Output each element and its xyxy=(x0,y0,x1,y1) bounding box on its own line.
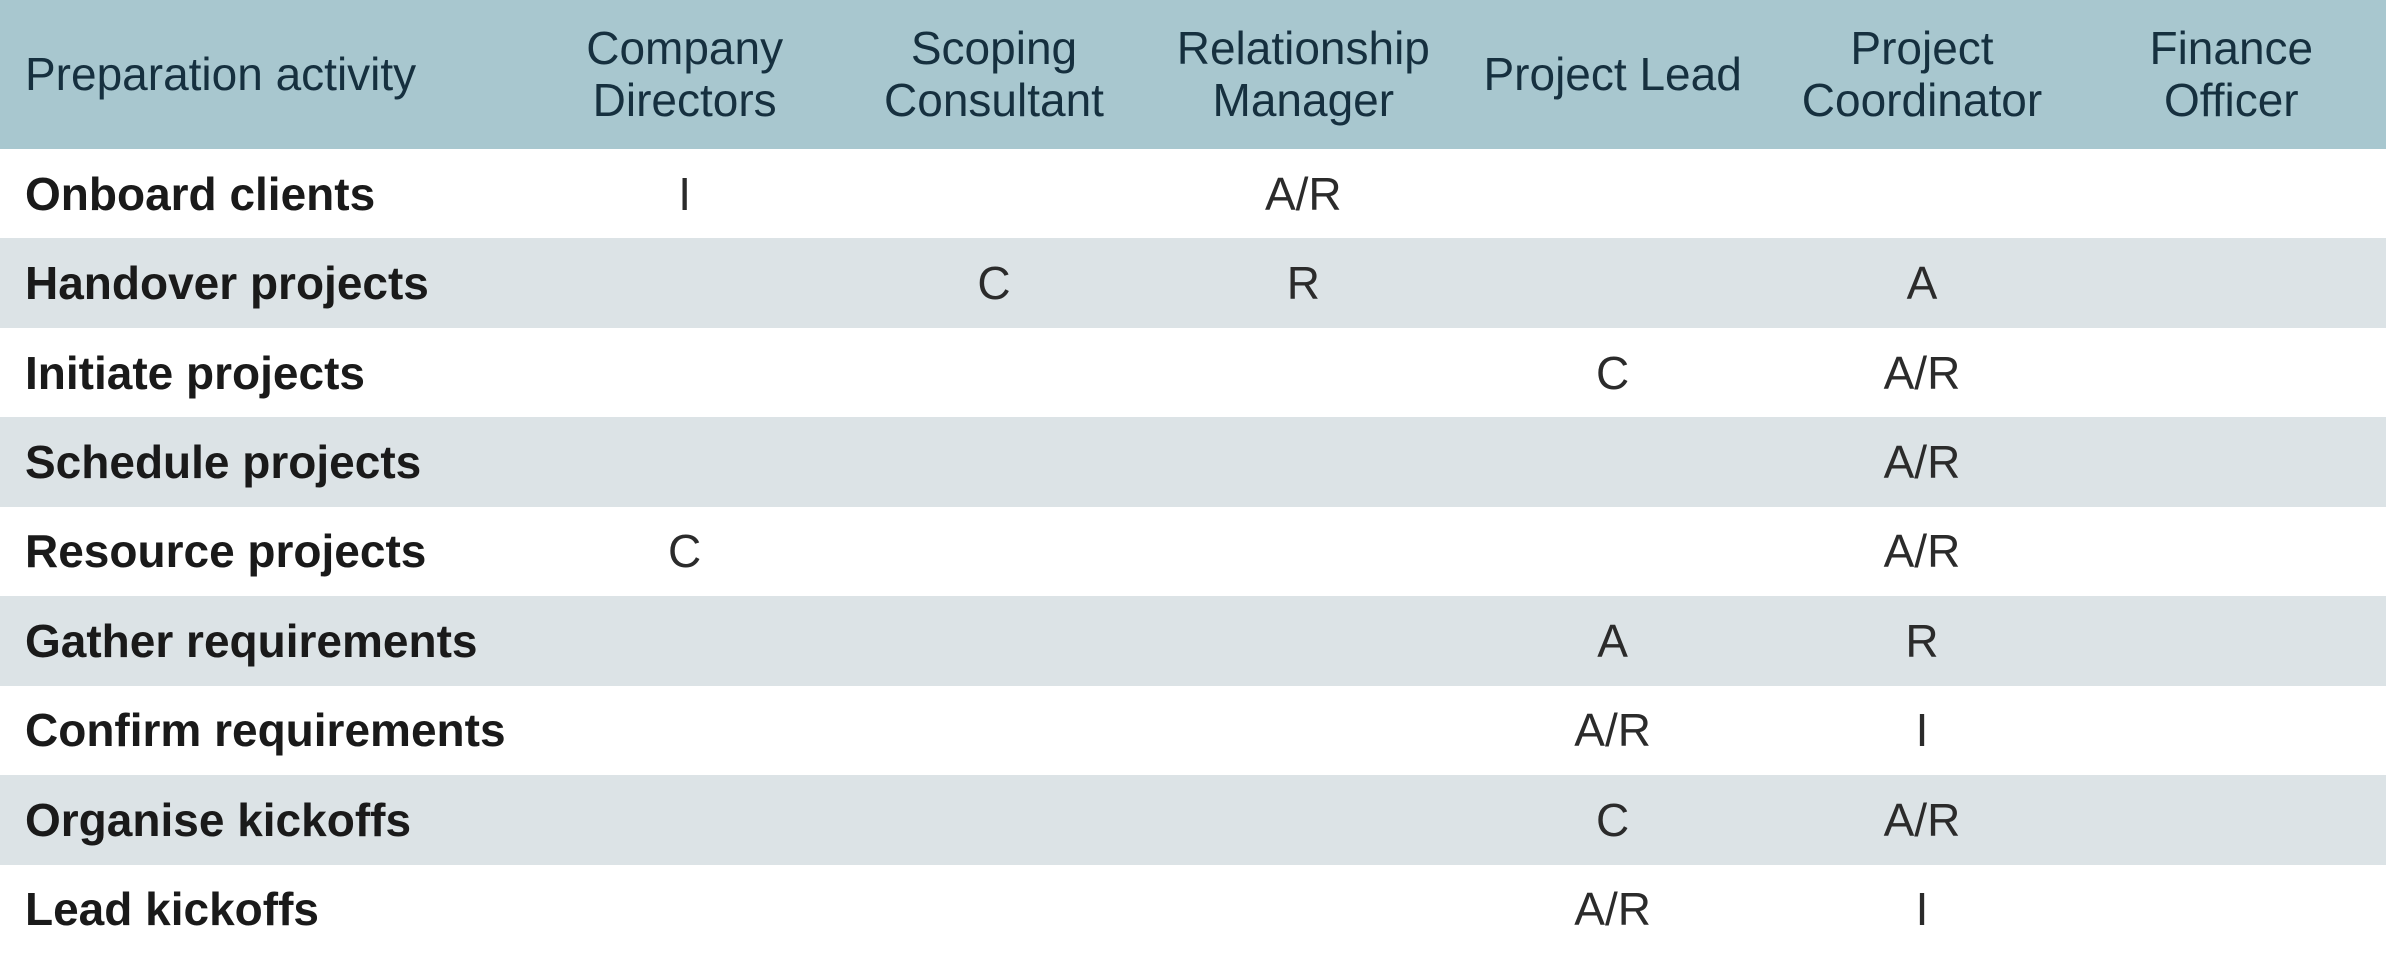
activity-label: Organise kickoffs xyxy=(25,793,412,846)
table-row-organise-kickoffs: Organise kickoffs C A/R xyxy=(0,775,2386,865)
raci-cell: A/R xyxy=(1883,793,1961,846)
column-header-project-lead: Project Lead xyxy=(1458,0,1767,149)
activity-label: Confirm requirements xyxy=(25,704,506,757)
raci-cell: A/R xyxy=(1883,346,1961,399)
column-header-relationship-manager: Relationship Manager xyxy=(1149,0,1458,149)
table-row-resource-projects: Resource projects C A/R xyxy=(0,506,2386,597)
raci-cell: A xyxy=(1597,614,1628,667)
table-row-gather-requirements: Gather requirements A R xyxy=(0,596,2386,686)
activity-label: Gather requirements xyxy=(25,614,478,667)
raci-cell xyxy=(530,865,839,954)
raci-cell xyxy=(1458,238,1767,327)
column-header-label: Relationship Manager xyxy=(1176,21,1430,126)
raci-cell xyxy=(839,328,1148,417)
raci-cell: C xyxy=(1596,793,1630,846)
raci-cell xyxy=(1149,417,1458,506)
raci-cell: I xyxy=(1915,704,1929,757)
column-header-scoping-consultant: Scoping Consultant xyxy=(839,0,1148,149)
raci-cell xyxy=(2077,328,2386,417)
raci-cell xyxy=(2077,596,2386,685)
raci-cell xyxy=(2077,865,2386,954)
raci-cell xyxy=(530,686,839,775)
raci-cell xyxy=(839,507,1148,596)
column-header-company-directors: Company Directors xyxy=(530,0,839,149)
column-header-label: Project Coordinator xyxy=(1801,21,2043,126)
table-row-onboard-clients: Onboard clients I A/R xyxy=(0,149,2386,239)
activity-label: Lead kickoffs xyxy=(25,883,319,936)
raci-cell xyxy=(1458,417,1767,506)
activity-label: Schedule projects xyxy=(25,436,422,489)
raci-cell xyxy=(839,417,1148,506)
raci-cell xyxy=(530,775,839,864)
raci-cell: A xyxy=(1906,257,1938,310)
raci-cell xyxy=(2077,149,2386,238)
raci-cell xyxy=(1767,149,2076,238)
raci-cell xyxy=(2077,775,2386,864)
raci-cell: I xyxy=(678,167,692,220)
raci-cell: C xyxy=(1596,346,1630,399)
raci-cell xyxy=(1458,149,1767,238)
raci-cell xyxy=(530,596,839,685)
column-header-finance-officer: Finance Officer xyxy=(2077,0,2386,149)
column-header-activity: Preparation activity xyxy=(0,0,530,149)
table-row-lead-kickoffs: Lead kickoffs A/R I xyxy=(0,864,2386,954)
raci-cell xyxy=(530,417,839,506)
activity-label: Resource projects xyxy=(25,525,427,578)
raci-cell xyxy=(839,596,1148,685)
raci-cell xyxy=(530,328,839,417)
raci-cell: R xyxy=(1905,614,1939,667)
table-row-initiate-projects: Initiate projects C A/R xyxy=(0,327,2386,418)
raci-cell: A/R xyxy=(1264,167,1342,220)
column-header-label: Project Lead xyxy=(1483,47,1742,100)
raci-cell: A/R xyxy=(1574,883,1651,936)
activity-label: Initiate projects xyxy=(25,346,365,399)
table-row-handover-projects: Handover projects C R A xyxy=(0,238,2386,328)
raci-cell: I xyxy=(1915,883,1929,936)
raci-cell xyxy=(1149,865,1458,954)
column-header-activity-label: Preparation activity xyxy=(25,47,417,100)
raci-cell xyxy=(839,149,1148,238)
raci-cell xyxy=(530,238,839,327)
raci-cell xyxy=(2077,686,2386,775)
raci-cell xyxy=(1458,507,1767,596)
column-header-project-coordinator: Project Coordinator xyxy=(1767,0,2076,149)
activity-label: Onboard clients xyxy=(25,167,376,220)
column-header-label: Scoping Consultant xyxy=(884,21,1104,126)
raci-cell xyxy=(2077,417,2386,506)
raci-cell xyxy=(839,865,1148,954)
raci-cell: A/R xyxy=(1574,704,1651,757)
raci-cell xyxy=(2077,507,2386,596)
raci-cell xyxy=(1149,328,1458,417)
raci-cell xyxy=(839,775,1148,864)
raci-cell xyxy=(1149,775,1458,864)
raci-cell xyxy=(1149,596,1458,685)
raci-cell xyxy=(1149,507,1458,596)
table-header-row: Preparation activity Company Directors S… xyxy=(0,0,2386,149)
raci-cell xyxy=(1149,686,1458,775)
raci-cell xyxy=(2077,238,2386,327)
column-header-label: Company Directors xyxy=(586,21,784,126)
table-body: Onboard clients I A/R Handover projects … xyxy=(0,149,2386,954)
raci-cell xyxy=(839,686,1148,775)
activity-label: Handover projects xyxy=(25,257,429,310)
raci-cell: A/R xyxy=(1883,525,1961,578)
raci-cell: R xyxy=(1286,257,1320,310)
table-row-schedule-projects: Schedule projects A/R xyxy=(0,417,2386,507)
raci-cell: C xyxy=(668,525,702,578)
column-header-label: Finance Officer xyxy=(2149,21,2314,126)
raci-cell: C xyxy=(977,257,1011,310)
raci-cell: A/R xyxy=(1883,436,1961,489)
table-row-confirm-requirements: Confirm requirements A/R I xyxy=(0,685,2386,776)
